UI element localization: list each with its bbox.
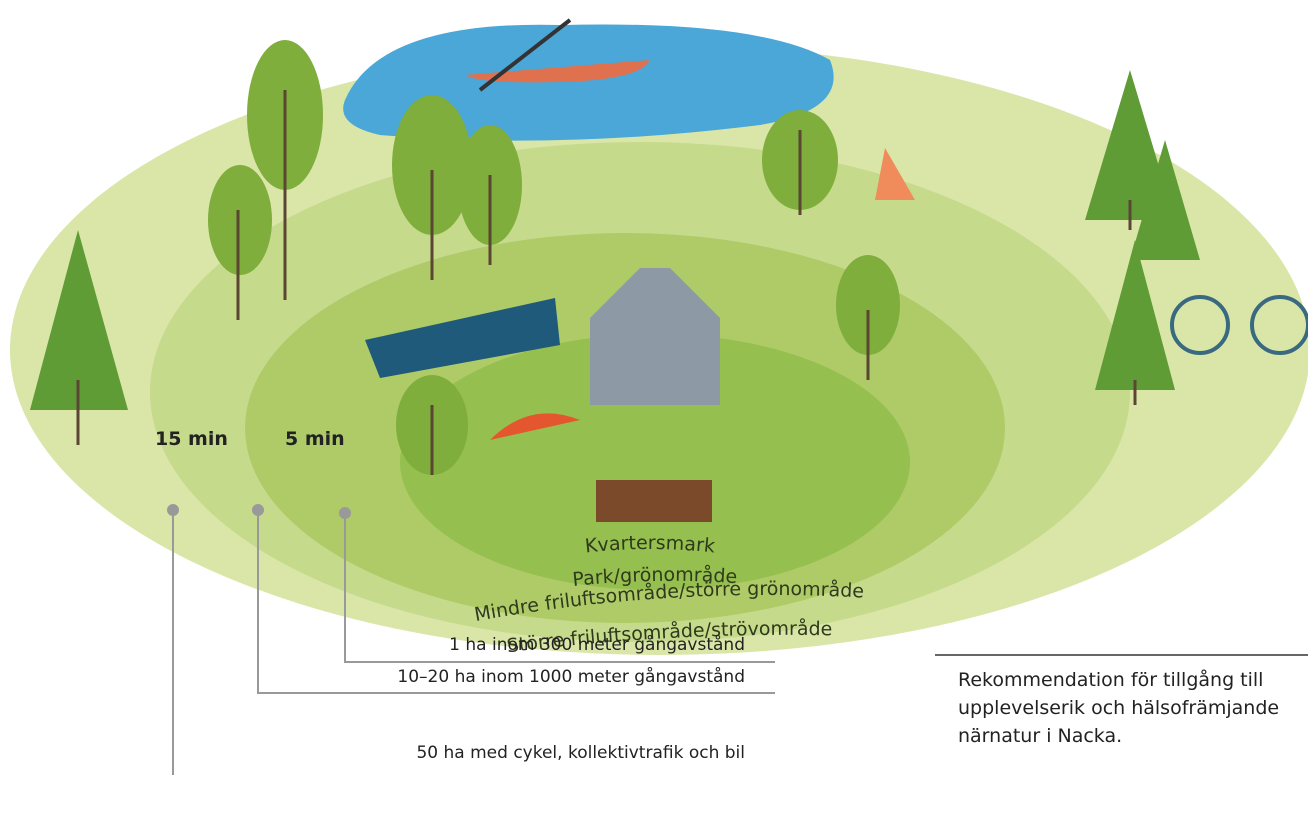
callout-text: 1 ha inom 300 meter gångavstånd — [449, 634, 745, 655]
page: Kvartersmark Park/grönområde Mindre fril… — [0, 0, 1308, 836]
callout-text: 10–20 ha inom 1000 meter gångavstånd — [397, 666, 745, 687]
planter — [596, 480, 712, 522]
ring-label-text: Kvartersmark — [584, 532, 716, 558]
time-label: 5 min — [285, 428, 345, 450]
time-label: 15 min — [155, 428, 228, 450]
callout-text: 50 ha med cykel, kollektivtrafik och bil — [416, 743, 745, 763]
ring-label: Kvartersmark — [584, 532, 716, 558]
caption: Rekommendation för tillgång till uppleve… — [958, 666, 1308, 750]
